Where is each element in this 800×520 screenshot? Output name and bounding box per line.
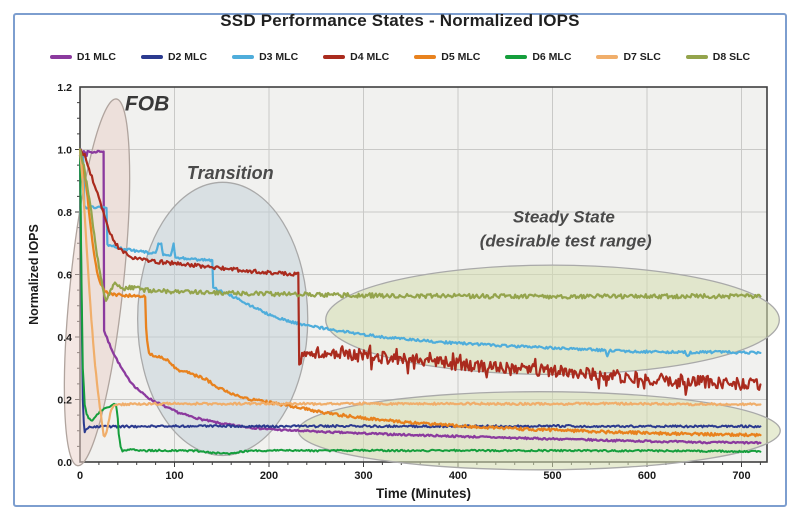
legend-swatch [232,55,255,59]
y-tick-label: 1.2 [57,82,72,94]
legend-swatch [414,55,437,59]
legend: D1 MLC D2 MLC D3 MLC D4 MLC D5 MLC D6 MLC D7 S… [30,51,770,63]
ellipse-fob-region [63,98,131,467]
x-tick-label: 500 [543,470,561,482]
series-line-d4-mlc [78,148,762,396]
x-tick-label: 600 [638,470,656,482]
fob-label: FOB [125,92,169,115]
transition-label: Transition [187,163,274,183]
x-axis-title: Time (Minutes) [376,486,471,501]
legend-swatch [140,55,163,59]
legend-swatch [685,55,708,59]
legend-label: D2 MLC [167,51,208,63]
legend-swatch [505,55,528,59]
legend-swatch [596,55,619,59]
legend-label: D4 MLC [350,51,390,63]
legend-swatch [323,55,346,59]
y-tick-label: 0.2 [57,394,72,406]
legend-swatch [49,55,72,59]
steady-state-sublabel: (desirable test range) [480,232,652,251]
y-tick-label: 0.8 [57,207,72,219]
x-tick-label: 300 [354,470,372,482]
x-tick-label: 700 [732,470,750,482]
ellipse-transition-region [136,181,309,457]
legend-label: D1 MLC [76,51,116,63]
y-tick-label: 0.0 [57,457,72,469]
series-line-d1-mlc [78,148,762,445]
series-line-d3-mlc [78,148,762,358]
series-line-d7-slc [78,148,762,438]
series-line-d2-mlc [79,148,762,434]
legend-label: D8 SLC [712,51,751,63]
steady-state-label: Steady State [513,208,615,227]
x-tick-label: 400 [449,470,467,482]
x-tick-label: 100 [165,470,183,482]
legend-item-d5-mlc: D5 MLC [414,51,480,63]
x-tick-label: 0 [77,470,83,482]
legend-item-d2-mlc: D2 MLC [140,51,208,63]
legend-label: D6 MLC [532,51,572,63]
legend-item-d3-mlc: D3 MLC [232,51,298,63]
legend-label: D7 SLC [623,51,661,63]
x-tick-label: 200 [260,470,278,482]
legend-label: D5 MLC [441,51,481,63]
legend-item-d8-slc: D8 SLC [685,51,751,63]
legend-item-d4-mlc: D4 MLC [323,51,389,63]
series-line-d8-slc [78,148,762,302]
legend-item-d1-mlc: D1 MLC [49,51,116,63]
y-tick-label: 1.0 [57,144,72,156]
legend-item-d7-slc: D7 SLC [596,51,661,63]
legend-item-d6-mlc: D6 MLC [505,51,571,63]
series-line-d5-mlc [78,148,762,438]
y-axis-title: Normalized IOPS [27,224,41,325]
chart-title: SSD Performance States - Normalized IOPS [220,11,580,30]
legend-label: D3 MLC [259,51,299,63]
y-tick-label: 0.4 [57,332,72,344]
series-line-d6-mlc [79,148,762,456]
y-tick-label: 0.6 [57,269,72,281]
